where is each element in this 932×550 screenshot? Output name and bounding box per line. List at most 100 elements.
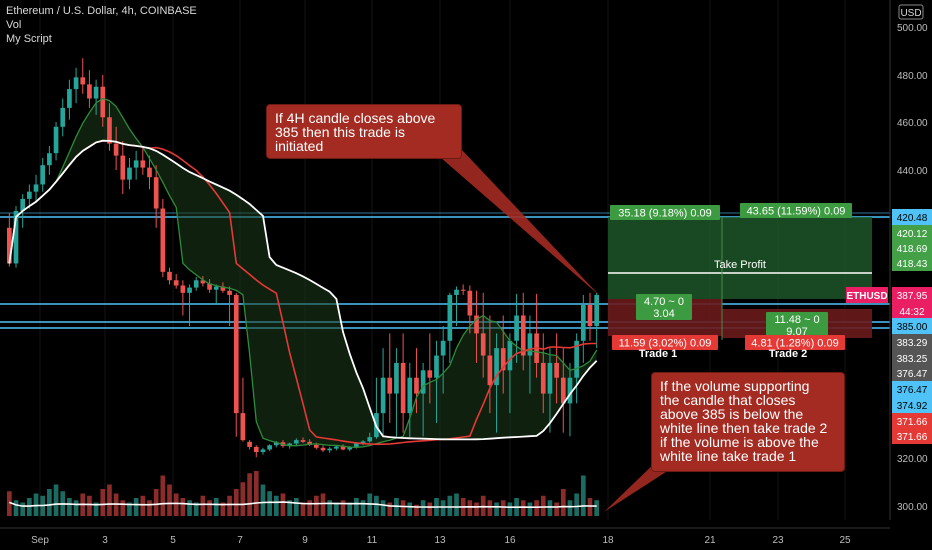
price-tag: 376.47 — [892, 381, 932, 397]
trigger-callout[interactable]: If 4H candle closes above 385 then this … — [266, 104, 462, 159]
candle-body — [320, 447, 326, 451]
trade-1-rr-label[interactable]: 4.70 ~ 03.04 — [636, 294, 692, 320]
volume-bar — [374, 495, 379, 516]
chart-legend: Ethereum / U.S. Dollar, 4h, COINBASE Vol… — [6, 4, 197, 46]
candle — [594, 292, 599, 349]
volume-bar — [400, 500, 406, 516]
candle-body — [520, 315, 526, 356]
candle — [107, 103, 112, 151]
candle-body — [340, 446, 346, 450]
candle — [540, 333, 546, 414]
trade-2-profit-label[interactable]: 43.65 (11.59%) 0.09 — [740, 203, 852, 218]
candle-body — [474, 315, 479, 334]
ma-cloud — [9, 98, 597, 448]
volume-bars — [7, 471, 599, 516]
ma-fast-line — [8, 97, 598, 448]
price-tag: 383.25 — [892, 350, 932, 366]
trade-2-profit-label-text: 43.65 (11.59%) 0.09 — [747, 206, 846, 218]
candle-body — [73, 77, 79, 90]
candle-body — [147, 167, 152, 178]
trade-2-profit-label-box — [740, 203, 852, 218]
candle — [153, 165, 159, 228]
candle-body — [587, 304, 593, 326]
candle — [187, 284, 192, 326]
candle — [520, 292, 526, 371]
candle-body — [220, 286, 226, 291]
candle — [200, 276, 206, 287]
candle — [474, 290, 479, 363]
trade-1-loss-label[interactable]: 11.59 (3.02%) 0.09 — [612, 335, 718, 350]
volume-bar — [454, 493, 459, 516]
volume-bar — [13, 500, 19, 516]
candle-body — [60, 107, 66, 127]
candle — [554, 333, 559, 404]
candle-body — [307, 441, 313, 445]
volume-bar — [207, 500, 212, 516]
candle — [40, 158, 46, 192]
trade-1-profit-label[interactable]: 35.18 (9.18%) 0.09 — [610, 205, 720, 220]
volume-callout-line-4: white line then take trade 2 — [660, 420, 828, 436]
volume-indicator-label[interactable]: Vol — [6, 19, 22, 31]
trade-2-rr-label[interactable]: 11.48 ~ 09.07 — [766, 312, 828, 338]
candle — [420, 362, 426, 437]
candle — [160, 198, 166, 278]
y-tick-label: 300.00 — [897, 502, 928, 513]
candle-body — [454, 289, 459, 295]
candle-body — [347, 447, 353, 450]
take-profit-label[interactable]: Take Profit — [714, 259, 766, 271]
price-tag-box — [892, 318, 932, 334]
candle-body — [247, 441, 252, 447]
trade-2-loss-label[interactable]: 4.81 (1.28%) 0.09 — [745, 335, 845, 350]
trade-2-label[interactable]: Trade 2 — [769, 348, 808, 360]
volume-bar — [574, 493, 579, 516]
x-tick-label: 5 — [170, 535, 176, 546]
candle — [500, 315, 506, 394]
volume-bar — [440, 500, 446, 516]
volume-bar — [147, 500, 152, 516]
candle — [33, 174, 39, 202]
price-tag-text: 418.69 — [897, 244, 928, 255]
candle — [293, 438, 299, 446]
volume-bar — [507, 502, 513, 516]
volume-bar — [287, 500, 292, 516]
candle — [460, 284, 466, 295]
candle-body — [67, 89, 72, 108]
candle-body — [480, 333, 486, 356]
candle-body — [167, 271, 172, 281]
price-tag-box — [892, 255, 932, 271]
script-indicator-label[interactable]: My Script — [6, 33, 52, 45]
candle-body — [293, 440, 299, 444]
candle — [300, 437, 306, 444]
volume-bar — [587, 498, 593, 516]
trade-2-loss-label-box — [745, 335, 845, 350]
volume-bar — [233, 489, 239, 516]
y-tick-label: 500.00 — [897, 23, 928, 34]
symbol-title[interactable]: Ethereum / U.S. Dollar, 4h, COINBASE — [6, 5, 197, 17]
volume-bar — [153, 489, 159, 516]
candle-body — [287, 443, 292, 447]
candles — [7, 58, 599, 458]
volume-callout[interactable]: If the volume supporting the candle that… — [651, 372, 845, 472]
x-tick-label: 9 — [302, 535, 308, 546]
candle-body — [447, 294, 453, 341]
candle — [207, 279, 212, 293]
candle-body — [33, 184, 39, 192]
trade-1-rr-label-text-2: 3.04 — [653, 308, 674, 320]
candle-body — [354, 443, 359, 448]
trade-1-label[interactable]: Trade 1 — [639, 348, 678, 360]
candle-body — [380, 377, 386, 414]
price-tag: 376.47 — [892, 365, 932, 381]
y-tick-label: 320.00 — [897, 454, 928, 465]
x-tick-label: 18 — [602, 535, 614, 546]
candle — [247, 440, 252, 450]
candle — [320, 445, 326, 453]
trade-2-rr-label-text: 11.48 ~ 0 — [774, 314, 819, 326]
candle-body — [327, 448, 333, 451]
volume-bar — [534, 500, 539, 516]
candle-body — [334, 446, 339, 449]
candle-body — [387, 377, 393, 394]
candle — [567, 362, 573, 437]
volume-bar — [554, 502, 559, 516]
volume-bar — [167, 484, 172, 516]
